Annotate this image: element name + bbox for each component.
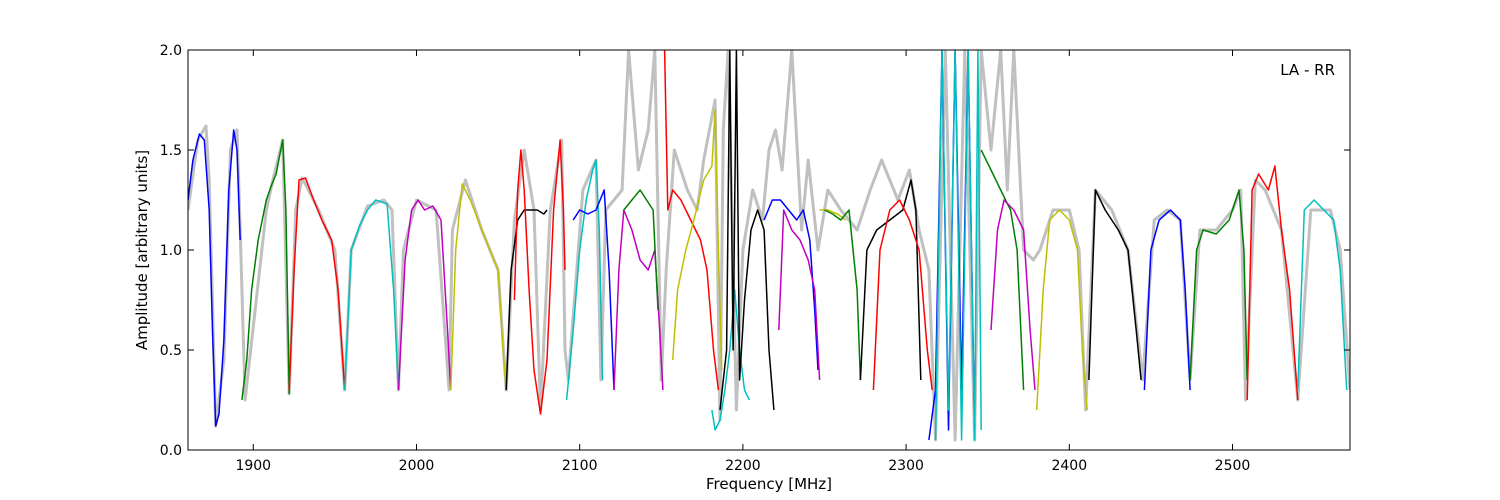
x-tick-label: 2100 [562,458,598,474]
y-tick-label: 2.0 [160,43,182,59]
series-line-13 [663,50,720,391]
series-line-4 [343,199,400,391]
background-trace [188,50,1350,442]
series-line-28 [1088,189,1142,381]
series-line-2 [241,139,290,401]
series-line-29 [1143,209,1191,391]
series-line-11 [613,209,664,391]
series-line-19 [819,209,847,221]
series-line-10 [572,189,615,391]
y-axis-label: Amplitude [arbitrary units] [133,150,151,350]
series-line-14 [671,109,723,371]
series-line-3 [288,177,346,391]
series-line-8 [513,139,566,415]
series-line-31 [1246,165,1299,401]
series-line-12 [623,189,659,311]
x-tick-label: 2300 [888,458,924,474]
x-tick-label: 2200 [725,458,761,474]
series-line-15 [711,289,751,431]
series-line-26 [990,199,1036,391]
panel-annotation: LA - RR [1280,61,1335,79]
series-line-32 [1297,199,1348,391]
series-line-17 [763,199,819,371]
y-tick-label: 1.5 [160,143,182,159]
series-line-18 [778,209,821,381]
series-line-6 [450,183,507,391]
series-line-22 [872,199,933,391]
series-line-27 [1035,209,1088,411]
series-line-20 [824,209,862,381]
background-trace-layer [188,50,1350,442]
series-line-5 [397,199,452,391]
series-line-9 [565,159,604,401]
ticks-layer: 1900 2000 2100 2200 2300 2400 2500 0.0 0.5 1.0 1.5… [160,43,1350,474]
series-layer [188,50,1348,441]
series-line-7 [505,209,548,391]
series-line-30 [1189,189,1248,381]
plot-frame [187,49,1351,451]
series-line-21 [859,179,922,381]
x-axis-label: Frequency [MHz] [706,475,832,493]
x-tick-label: 2000 [399,458,435,474]
y-tick-label: 0.0 [160,443,182,459]
series-line-16 [719,50,775,411]
y-tick-label: 0.5 [160,343,182,359]
series-line-24 [934,50,982,441]
series-line-1 [188,129,241,427]
y-tick-label: 1.0 [160,243,182,259]
series-line-25 [980,149,1025,391]
x-tick-label: 2400 [1051,458,1087,474]
x-tick-label: 2500 [1215,458,1251,474]
x-tick-label: 1900 [235,458,271,474]
